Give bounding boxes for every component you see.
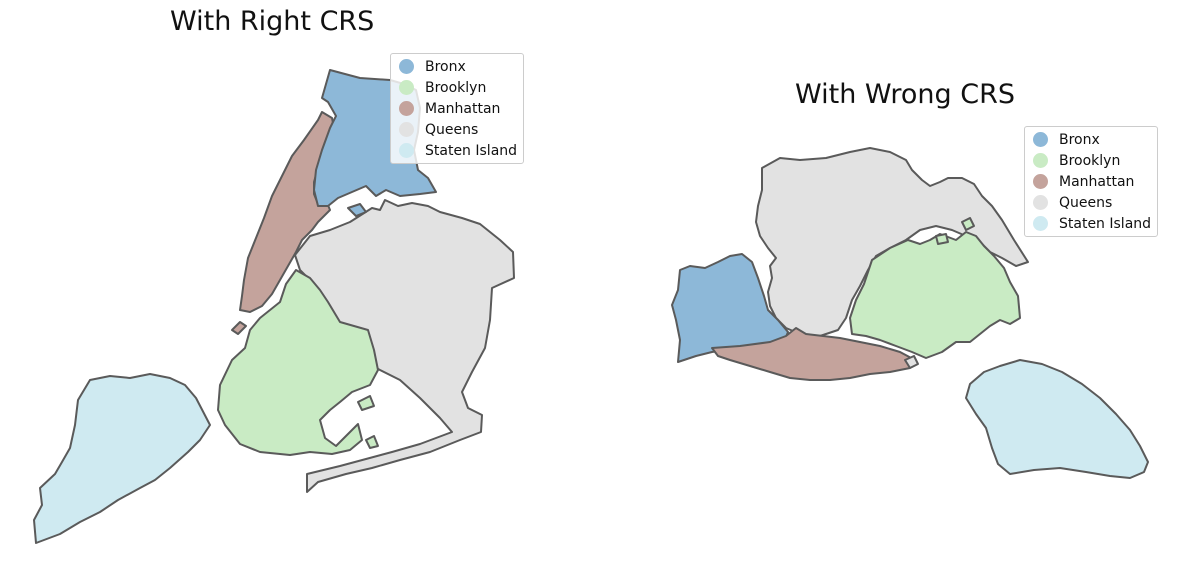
right-legend-item-brooklyn: Brooklyn	[1033, 150, 1151, 171]
right-queens-region	[755, 147, 1029, 337]
left-brooklyn-islet-2	[365, 435, 379, 449]
left-legend-item-queens: Queens	[399, 119, 517, 140]
right-legend-item-queens: Queens	[1033, 192, 1151, 213]
legend-label: Queens	[425, 121, 479, 138]
left-bronx-islet	[347, 203, 367, 217]
left-legend-item-bronx: Bronx	[399, 56, 517, 77]
right-brooklyn-islet-1	[961, 217, 975, 231]
legend-label: Staten Island	[1059, 215, 1152, 232]
legend-marker	[1033, 216, 1048, 231]
right-map	[671, 147, 1149, 479]
legend-label: Queens	[1059, 194, 1113, 211]
legend-marker	[399, 80, 414, 95]
left-legend-item-brooklyn: Brooklyn	[399, 77, 517, 98]
legend-label: Staten Island	[425, 142, 518, 159]
legend-marker	[399, 143, 414, 158]
legend-label: Manhattan	[1059, 173, 1135, 190]
legend-marker	[1033, 195, 1048, 210]
legend-marker	[399, 59, 414, 74]
right-legend: Bronx Brooklyn Manhattan Queens Staten I…	[1024, 126, 1159, 237]
legend-label: Brooklyn	[1059, 152, 1121, 169]
legend-label: Brooklyn	[425, 79, 487, 96]
legend-marker	[1033, 153, 1048, 168]
legend-marker	[1033, 174, 1048, 189]
left-brooklyn-region	[217, 269, 379, 456]
legend-marker	[1033, 132, 1048, 147]
left-map-title: With Right CRS	[170, 6, 375, 37]
right-brooklyn-islet-2	[935, 233, 949, 245]
left-manhattan-islet	[231, 321, 247, 335]
right-legend-item-manhattan: Manhattan	[1033, 171, 1151, 192]
right-legend-item-staten-island: Staten Island	[1033, 213, 1151, 234]
right-legend-item-bronx: Bronx	[1033, 129, 1151, 150]
legend-label: Bronx	[425, 58, 466, 75]
left-brooklyn-islet-1	[357, 395, 375, 411]
left-staten-island-region	[33, 373, 211, 544]
right-staten-island-region	[965, 359, 1149, 479]
left-legend-item-manhattan: Manhattan	[399, 98, 517, 119]
left-legend-item-staten-island: Staten Island	[399, 140, 517, 161]
legend-label: Manhattan	[425, 100, 501, 117]
legend-label: Bronx	[1059, 131, 1100, 148]
legend-marker	[399, 101, 414, 116]
left-map	[33, 69, 515, 544]
right-map-title: With Wrong CRS	[795, 79, 1015, 110]
right-queens-islet	[904, 355, 919, 369]
legend-marker	[399, 122, 414, 137]
left-legend: Bronx Brooklyn Manhattan Queens Staten I…	[390, 53, 525, 164]
